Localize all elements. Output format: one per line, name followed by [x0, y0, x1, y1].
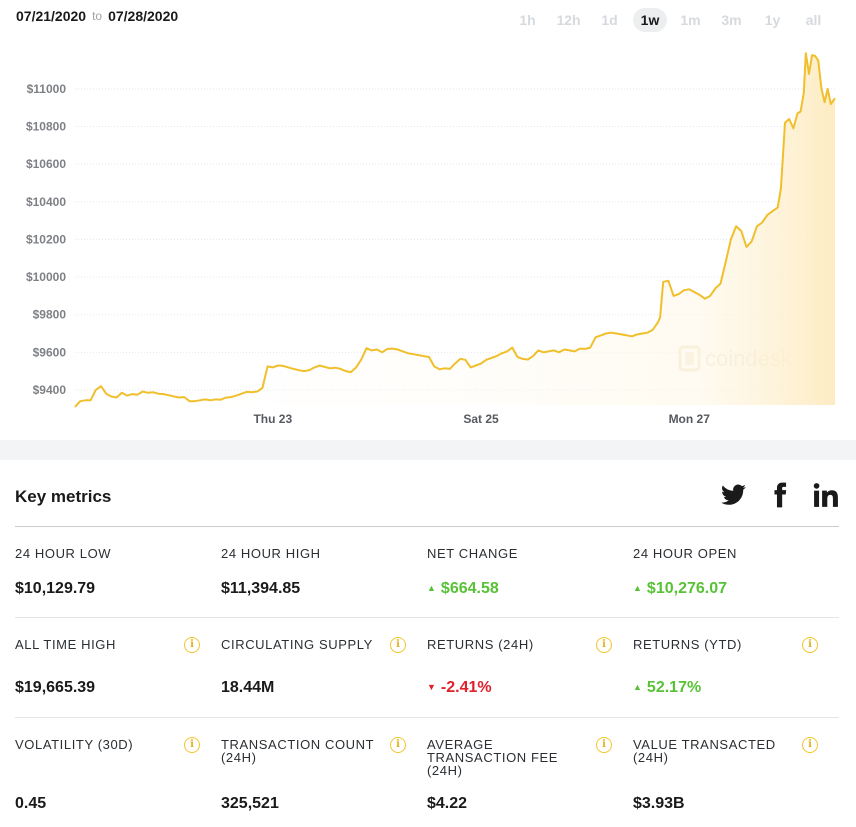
- metric-volatility: VOLATILITY (30D) i 0.45: [15, 718, 205, 827]
- social-share: [721, 482, 839, 508]
- price-line: [74, 52, 836, 408]
- date-to: 07/28/2020: [108, 8, 179, 24]
- metric-label: NET CHANGE: [427, 546, 518, 561]
- metrics-title: Key metrics: [15, 487, 112, 506]
- metric-label: 24 HOUR OPEN: [633, 546, 738, 561]
- metric-label: CIRCULATING SUPPLY: [221, 637, 373, 652]
- y-tick-label: $10200: [26, 232, 66, 246]
- y-tick-label: $9800: [33, 308, 67, 322]
- x-axis: Thu 23 Sat 25 Mon 27: [253, 412, 710, 426]
- y-tick-label: $10800: [26, 120, 66, 134]
- tab-1m[interactable]: 1m: [680, 12, 701, 28]
- metric-label: 24 HOUR LOW: [15, 546, 112, 561]
- metric-transaction-count: TRANSACTION COUNT (24H) i 325,521: [221, 718, 411, 827]
- metric-returns-ytd: RETURNS (YTD) i ▲ 52.17%: [633, 618, 823, 717]
- info-icon[interactable]: i: [390, 737, 406, 753]
- up-arrow-icon: ▲: [633, 682, 642, 692]
- metric-label: RETURNS (YTD): [633, 637, 742, 652]
- y-axis: $9400 $9600 $9800 $10000 $10200 $10400 $10600 $…: [26, 82, 66, 397]
- metrics-header: Key metrics: [15, 460, 839, 527]
- metric-24h-open: 24 HOUR OPEN ▲ $10,276.07: [633, 527, 823, 617]
- metric-label: TRANSACTION COUNT (24H): [221, 737, 374, 765]
- metric-value: ▼ -2.41%: [427, 679, 492, 697]
- metric-label: AVERAGE TRANSACTION FEE (24H): [427, 737, 559, 778]
- metric-label: RETURNS (24H): [427, 637, 534, 652]
- metrics-row-2: ALL TIME HIGH i $19,665.39 CIRCULATING S…: [15, 618, 839, 718]
- metrics-row-1: 24 HOUR LOW $10,129.79 24 HOUR HIGH $11,…: [15, 527, 839, 618]
- info-icon[interactable]: i: [184, 637, 200, 653]
- up-arrow-icon: ▲: [633, 583, 642, 593]
- price-chart[interactable]: $9400 $9600 $9800 $10000 $10200 $10400 $10600 $…: [0, 0, 856, 440]
- timeframe-tabs: 1h 12h 1d 1w 1m 3m 1y all: [507, 8, 834, 32]
- up-arrow-icon: ▲: [427, 583, 436, 593]
- metric-value: 18.44M: [221, 679, 275, 696]
- metric-label: VOLATILITY (30D): [15, 737, 134, 752]
- tab-1w[interactable]: 1w: [633, 8, 667, 32]
- metric-circulating-supply: CIRCULATING SUPPLY i 18.44M: [221, 618, 411, 717]
- date-separator: to: [92, 9, 103, 23]
- x-tick-label: Thu 23: [253, 412, 292, 426]
- metric-returns-24h: RETURNS (24H) i ▼ -2.41%: [427, 618, 617, 717]
- metric-value: 325,521: [221, 795, 279, 812]
- y-tick-label: $10000: [26, 270, 66, 284]
- metric-value: $4.22: [427, 795, 468, 812]
- metric-label: ALL TIME HIGH: [15, 637, 116, 652]
- x-tick-label: Mon 27: [669, 412, 711, 426]
- metrics-row-3: VOLATILITY (30D) i 0.45 TRANSACTION COUN…: [15, 718, 839, 827]
- y-tick-label: $10400: [26, 195, 66, 209]
- metric-net-change: NET CHANGE ▲ $664.58: [427, 527, 617, 617]
- metric-avg-transaction-fee: AVERAGE TRANSACTION FEE (24H) i $4.22: [427, 718, 617, 827]
- date-from: 07/21/2020: [16, 8, 87, 24]
- metric-value: ▲ $664.58: [427, 580, 499, 598]
- metric-value-text: $664.58: [440, 580, 499, 597]
- x-tick-label: Sat 25: [463, 412, 499, 426]
- tab-1y[interactable]: 1y: [764, 12, 781, 28]
- y-tick-label: $9400: [33, 383, 67, 397]
- key-metrics: Key metrics 24 HOUR LOW $10,129.79 24 HO…: [15, 460, 839, 827]
- linkedin-icon[interactable]: [813, 482, 839, 508]
- section-divider: [0, 440, 856, 460]
- metric-value-text: $10,276.07: [646, 580, 727, 597]
- metric-24h-low: 24 HOUR LOW $10,129.79: [15, 527, 205, 617]
- twitter-icon[interactable]: [721, 482, 747, 508]
- tab-1d[interactable]: 1d: [601, 12, 618, 28]
- metric-value: $3.93B: [633, 795, 685, 812]
- metric-value: ▲ $10,276.07: [633, 580, 727, 598]
- metric-value: 0.45: [15, 795, 47, 812]
- metric-24h-high: 24 HOUR HIGH $11,394.85: [221, 527, 411, 617]
- info-icon[interactable]: i: [596, 737, 612, 753]
- info-icon[interactable]: i: [596, 637, 612, 653]
- info-icon[interactable]: i: [802, 737, 818, 753]
- date-range[interactable]: 07/21/2020 to 07/28/2020: [16, 8, 178, 24]
- y-tick-label: $10600: [26, 157, 66, 171]
- metric-label: 24 HOUR HIGH: [221, 546, 321, 561]
- y-tick-label: $11000: [27, 82, 67, 96]
- tab-3m[interactable]: 3m: [721, 12, 742, 28]
- metric-all-time-high: ALL TIME HIGH i $19,665.39: [15, 618, 205, 717]
- info-icon[interactable]: i: [390, 637, 406, 653]
- price-area: [75, 53, 835, 407]
- tab-all[interactable]: all: [805, 12, 822, 28]
- metric-value: $11,394.85: [221, 580, 301, 597]
- metric-value: ▲ 52.17%: [633, 679, 701, 697]
- down-arrow-icon: ▼: [427, 682, 436, 692]
- tab-12h[interactable]: 12h: [556, 12, 581, 28]
- metric-value-transacted: VALUE TRANSACTED (24H) i $3.93B: [633, 718, 823, 827]
- metric-value: $19,665.39: [15, 679, 96, 696]
- y-tick-label: $9600: [33, 345, 67, 359]
- metric-value: $10,129.79: [15, 580, 96, 597]
- metric-value-text: 52.17%: [646, 679, 702, 696]
- info-icon[interactable]: i: [802, 637, 818, 653]
- price-chart-panel: 07/21/2020 to 07/28/2020 1h 12h 1d 1w 1m…: [0, 0, 856, 440]
- info-icon[interactable]: i: [184, 737, 200, 753]
- metric-label: VALUE TRANSACTED (24H): [633, 737, 776, 765]
- metric-value-text: -2.41%: [440, 679, 492, 696]
- facebook-icon[interactable]: [767, 482, 793, 508]
- tab-1h[interactable]: 1h: [519, 12, 536, 28]
